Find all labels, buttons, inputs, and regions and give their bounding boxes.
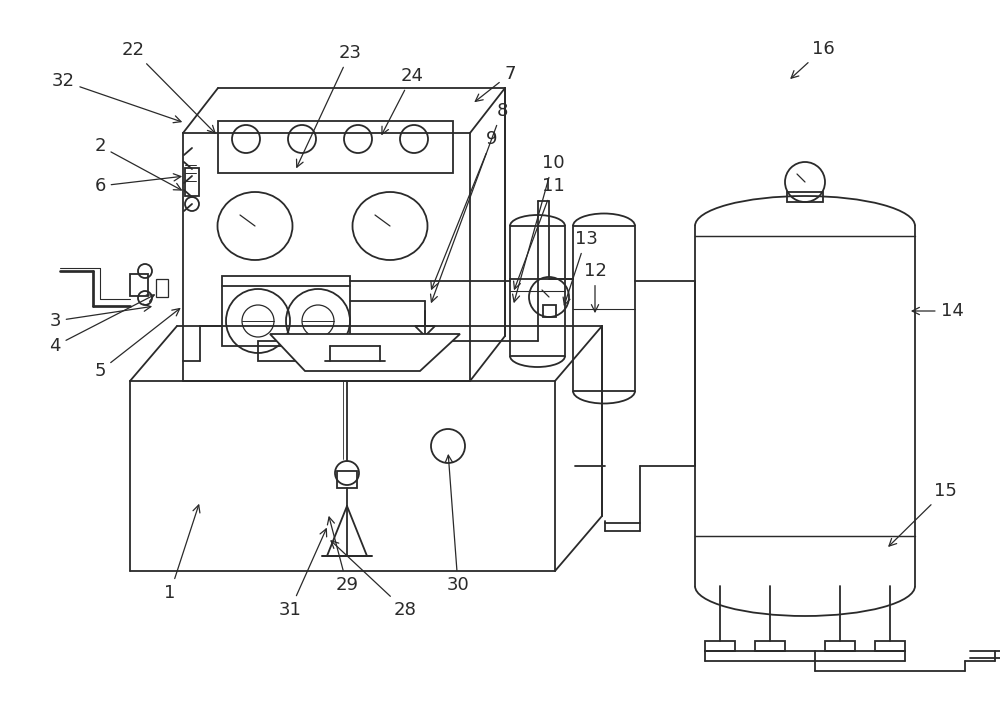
Text: 14: 14 [912,302,963,320]
Bar [543,305,556,317]
Text: 32: 32 [52,72,181,123]
Bar [222,276,350,346]
Text: 22: 22 [122,41,215,133]
Bar [337,471,357,488]
Bar [755,641,785,651]
Bar [825,641,855,651]
Bar [130,274,148,296]
Polygon shape [270,334,460,371]
Text: 4: 4 [49,295,154,355]
Text: 24: 24 [382,67,424,135]
Text: 2: 2 [94,137,181,190]
Text: 29: 29 [327,517,358,594]
Bar [787,192,823,202]
Bar [510,226,565,356]
Text: 12: 12 [584,262,606,312]
Text: 7: 7 [475,65,516,102]
Bar [185,168,199,196]
Text: 16: 16 [791,40,834,79]
Text: 30: 30 [445,455,469,594]
Text: 3: 3 [49,304,151,330]
Text: 13: 13 [563,230,597,305]
Bar [156,279,168,297]
Text: 9: 9 [431,130,498,289]
Polygon shape [415,346,435,356]
Text: 6: 6 [94,174,181,195]
Text: 10: 10 [513,154,564,302]
Text: 15: 15 [889,482,956,546]
Text: 31: 31 [279,529,327,619]
Text: 1: 1 [164,505,200,602]
Bar [573,226,635,391]
Polygon shape [415,326,435,336]
Bar [705,641,735,651]
Text: 23: 23 [297,44,362,168]
Text: 8: 8 [431,102,508,302]
Bar [258,341,320,361]
Text: 11: 11 [514,177,564,289]
Bar [875,641,905,651]
Text: 5: 5 [94,308,180,380]
Bar [218,121,453,173]
Text: 28: 28 [331,541,416,619]
